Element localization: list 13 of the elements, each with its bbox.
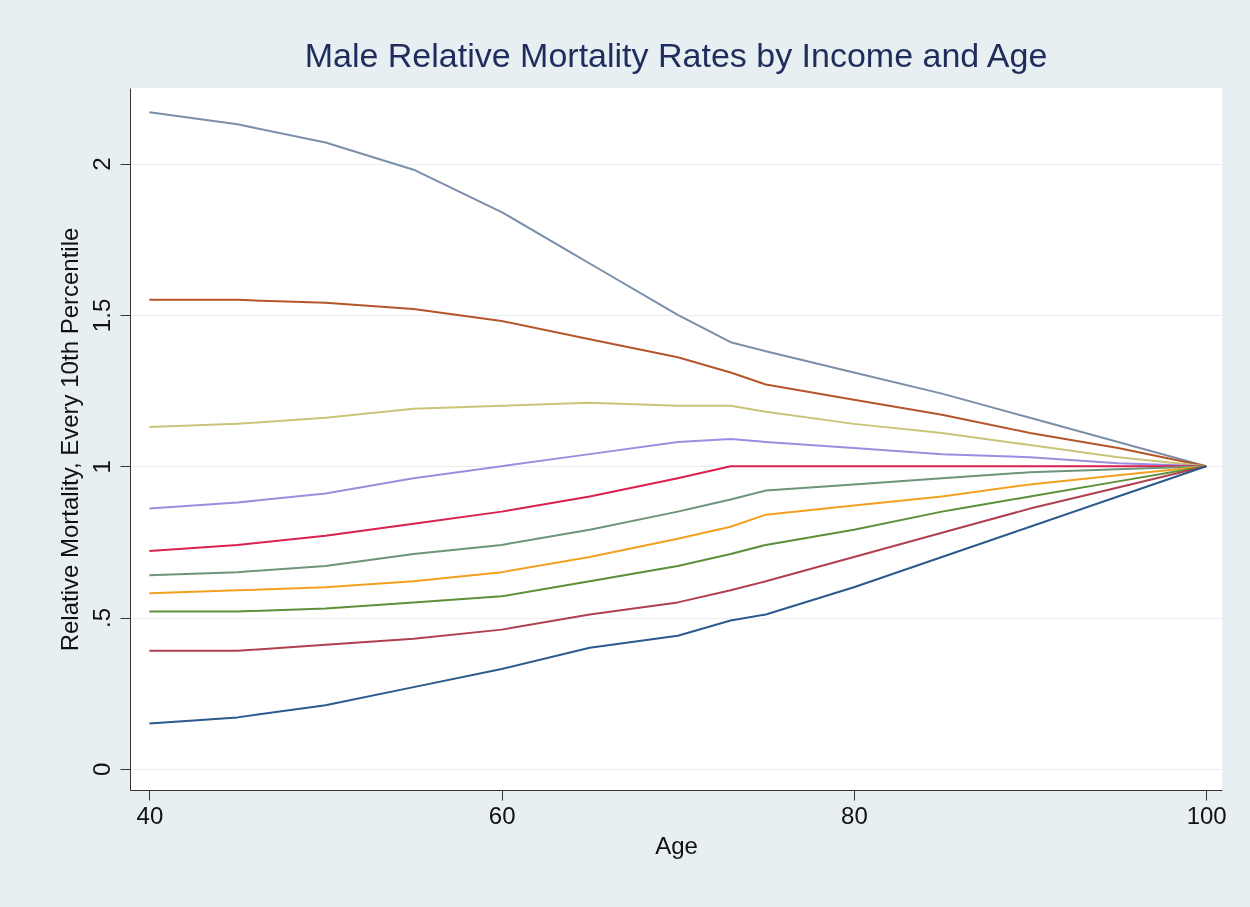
x-tick-label: 60 [488,801,516,829]
y-tick-label: .5 [87,608,115,629]
y-tick-label: 0 [87,762,115,776]
y-tick-label: 1.5 [87,298,115,333]
y-tick-label: 1 [87,460,115,474]
x-tick-label: 100 [1186,801,1227,829]
x-tick-label: 40 [136,801,164,829]
x-tick-label: 80 [841,801,868,829]
chart-title: Male Relative Mortality Rates by Income and Age [304,36,1048,74]
y-axis-title: Relative Mortality, Every 10th Percentile [55,227,83,652]
y-tick-label: 2 [87,157,115,171]
line-series [148,465,1208,725]
x-axis-title: Age [655,831,698,859]
